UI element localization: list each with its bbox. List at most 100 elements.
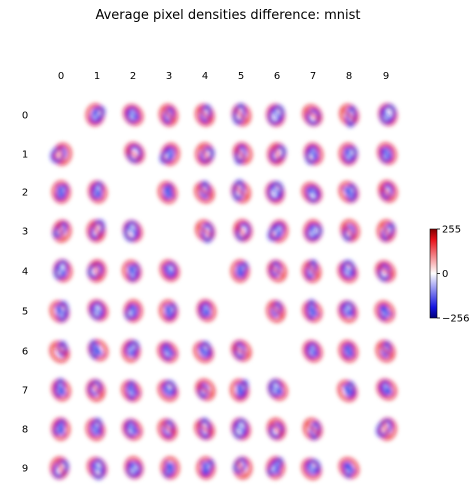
col-label-4: 4 <box>202 71 208 82</box>
diff-cell-2-7 <box>301 182 322 204</box>
diff-cell-1-3 <box>160 143 180 166</box>
diff-cell-4-7 <box>302 260 321 283</box>
col-label-0: 0 <box>58 71 64 82</box>
diff-cell-8-5 <box>231 418 251 440</box>
diff-cell-8-1 <box>86 418 105 441</box>
diff-cell-7-0 <box>51 378 71 401</box>
diff-cell-3-6 <box>268 220 288 243</box>
diff-cell-1-2 <box>125 142 145 164</box>
diff-cell-0-1 <box>86 103 105 126</box>
diff-cell-2-6 <box>265 181 285 204</box>
diff-cell-3-1 <box>87 219 106 243</box>
row-label-3: 3 <box>22 227 28 238</box>
diff-cell-0-7 <box>302 104 323 126</box>
col-label-2: 2 <box>130 71 136 82</box>
row-label-2: 2 <box>22 188 28 199</box>
diff-cell-8-2 <box>122 419 143 440</box>
diff-cell-9-2 <box>124 456 144 479</box>
diff-cell-1-6 <box>267 142 286 166</box>
diff-cell-0-2 <box>123 104 144 126</box>
diff-cell-7-1 <box>86 379 105 402</box>
colorbar-tick-label: −256 <box>442 314 469 325</box>
diff-cell-2-3 <box>158 181 177 204</box>
diff-cell-9-3 <box>161 456 180 480</box>
diff-cell-9-8 <box>339 457 359 479</box>
diff-cell-9-5 <box>233 456 252 480</box>
diff-cell-5-1 <box>88 299 108 321</box>
diff-cell-2-4 <box>194 181 215 203</box>
col-label-5: 5 <box>238 71 244 82</box>
diff-cell-1-0 <box>50 143 72 166</box>
row-label-7: 7 <box>22 386 28 397</box>
diff-cell-8-4 <box>194 418 215 440</box>
diff-cell-7-8 <box>337 380 358 402</box>
diff-cell-0-8 <box>339 104 359 127</box>
column-labels: 0 1 2 3 4 5 6 7 8 9 <box>58 71 389 82</box>
diff-cell-5-9 <box>375 301 395 323</box>
diff-cell-8-6 <box>267 418 286 441</box>
diff-cell-7-3 <box>158 380 178 402</box>
diff-cell-0-3 <box>159 104 178 127</box>
diff-cell-1-5 <box>233 142 252 165</box>
diff-cell-3-9 <box>377 219 396 243</box>
colorbar-gradient <box>429 228 438 319</box>
colorbar: 255 0 −256 <box>429 225 469 325</box>
diff-cell-1-7 <box>304 142 323 165</box>
row-label-4: 4 <box>22 267 28 278</box>
diff-cell-9-1 <box>87 457 107 480</box>
diff-cell-5-0 <box>50 300 70 323</box>
diff-cell-4-3 <box>160 259 180 282</box>
diff-cell-8-9 <box>376 418 397 441</box>
diff-cell-5-4 <box>197 299 216 322</box>
diff-cell-0-4 <box>195 104 215 126</box>
diff-cell-0-9 <box>378 103 398 126</box>
difference-grid <box>49 103 398 480</box>
colorbar-ticks: 255 0 −256 <box>437 225 469 325</box>
row-label-0: 0 <box>22 111 28 122</box>
diff-cell-9-4 <box>196 456 216 480</box>
diff-cell-7-2 <box>121 380 142 402</box>
colorbar-tick-label: 0 <box>442 269 448 280</box>
diff-cell-7-4 <box>195 379 215 401</box>
diff-cell-9-7 <box>301 458 322 480</box>
diff-cell-6-9 <box>376 340 395 363</box>
row-label-1: 1 <box>22 150 28 161</box>
diff-cell-4-9 <box>375 260 396 282</box>
diff-cell-4-5 <box>231 259 250 283</box>
col-label-7: 7 <box>310 71 316 82</box>
diff-cell-5-8 <box>338 300 358 323</box>
col-label-8: 8 <box>346 71 352 82</box>
row-label-6: 6 <box>22 347 28 358</box>
row-label-9: 9 <box>22 464 28 475</box>
diff-cell-4-1 <box>87 259 106 283</box>
diff-cell-7-6 <box>267 379 288 401</box>
diff-cell-2-8 <box>339 181 359 203</box>
diff-cell-7-9 <box>376 379 397 400</box>
col-label-3: 3 <box>166 71 172 82</box>
diff-cell-8-7 <box>303 418 323 440</box>
diff-cell-6-5 <box>231 340 252 362</box>
diff-cell-3-0 <box>52 220 72 243</box>
diff-cell-3-5 <box>233 219 253 242</box>
diff-cell-0-6 <box>266 104 285 127</box>
diff-cell-0-5 <box>232 103 251 126</box>
diff-cell-1-8 <box>339 143 358 166</box>
diff-cell-4-8 <box>337 260 358 283</box>
diff-cell-5-7 <box>302 299 322 323</box>
diff-cell-3-8 <box>340 219 360 242</box>
diff-cell-2-1 <box>88 180 107 203</box>
diff-cell-4-2 <box>122 260 142 283</box>
diff-cell-9-0 <box>50 456 69 480</box>
diff-cell-3-7 <box>303 219 323 243</box>
diff-cell-6-0 <box>49 341 70 363</box>
row-label-5: 5 <box>22 307 28 318</box>
diff-cell-2-0 <box>52 180 71 204</box>
diff-cell-4-6 <box>267 260 287 282</box>
col-label-1: 1 <box>94 71 100 82</box>
row-labels: 0 1 2 3 4 5 6 7 8 9 <box>22 111 28 475</box>
diff-cell-6-3 <box>157 341 178 363</box>
diff-cell-8-0 <box>51 417 70 441</box>
col-label-9: 9 <box>383 71 389 82</box>
diff-cell-6-2 <box>121 339 141 363</box>
